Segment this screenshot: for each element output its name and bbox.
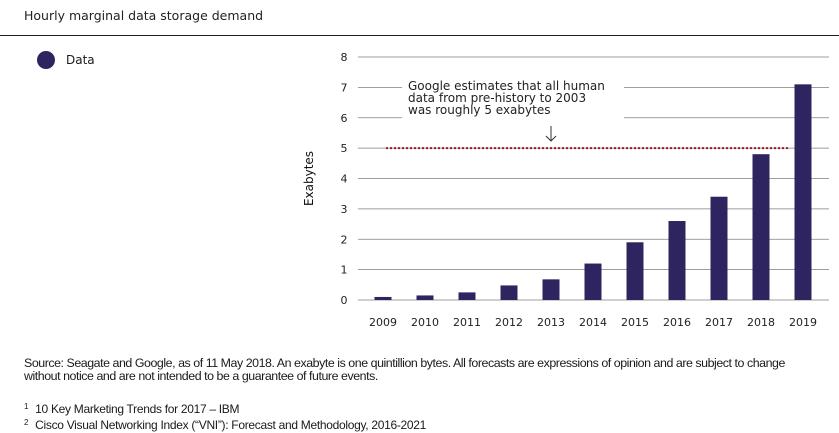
footnote-number: 2 bbox=[24, 418, 29, 427]
footnote-number: 1 bbox=[24, 402, 29, 411]
x-tick-label: 2014 bbox=[579, 316, 607, 329]
bar bbox=[374, 296, 392, 300]
source-note: Source: Seagate and Google, as of 11 May… bbox=[24, 357, 839, 383]
y-tick-label: 1 bbox=[341, 264, 348, 277]
y-tick-label: 6 bbox=[341, 112, 348, 125]
source-line-2: without notice and are not intended to b… bbox=[24, 369, 378, 383]
footnote-text: Cisco Visual Networking Index (“VNI”): F… bbox=[35, 418, 427, 432]
y-tick-label: 4 bbox=[341, 173, 348, 186]
source-line-1: Source: Seagate and Google, as of 11 May… bbox=[24, 356, 785, 370]
annotation-line: was roughly 5 exabytes bbox=[408, 103, 550, 117]
bar bbox=[710, 196, 728, 300]
footnote-text: 10 Key Marketing Trends for 2017 – IBM bbox=[35, 402, 240, 416]
footnote-2: 2 Cisco Visual Networking Index (“VNI”):… bbox=[24, 417, 426, 433]
x-tick-label: 2016 bbox=[663, 316, 691, 329]
bar bbox=[626, 242, 644, 300]
x-tick-label: 2015 bbox=[621, 316, 649, 329]
legend-label: Data bbox=[66, 53, 95, 67]
x-tick-label: 2010 bbox=[411, 316, 439, 329]
y-tick-label: 8 bbox=[341, 51, 348, 64]
bar bbox=[542, 279, 560, 300]
x-tick-label: 2009 bbox=[369, 316, 397, 329]
annotation-line: data from pre-history to 2003 bbox=[408, 91, 586, 105]
bar bbox=[416, 295, 434, 300]
bar bbox=[584, 263, 602, 300]
bar bbox=[668, 221, 686, 300]
y-tick-label: 3 bbox=[341, 203, 348, 216]
x-tick-label: 2012 bbox=[495, 316, 523, 329]
x-tick-label: 2013 bbox=[537, 316, 565, 329]
bar bbox=[794, 84, 812, 301]
header-divider bbox=[0, 35, 839, 36]
footnotes: 1 10 Key Marketing Trends for 2017 – IBM… bbox=[24, 401, 426, 433]
annotation-text: Google estimates that all human data from… bbox=[408, 79, 605, 117]
x-tick-label: 2019 bbox=[789, 316, 817, 329]
y-tick-label: 7 bbox=[341, 81, 348, 94]
chart-title: Hourly marginal data storage demand bbox=[24, 8, 264, 23]
y-tick-label: 0 bbox=[341, 294, 348, 307]
y-tick-label: 2 bbox=[341, 233, 348, 246]
annotation-arrow-head bbox=[545, 135, 557, 142]
y-axis-label: Exabytes bbox=[302, 151, 316, 206]
legend: Data bbox=[37, 51, 95, 69]
y-tick-label: 5 bbox=[341, 142, 348, 155]
x-tick-label: 2017 bbox=[705, 316, 733, 329]
annotation-line: Google estimates that all human bbox=[408, 79, 605, 93]
bar bbox=[500, 285, 518, 300]
legend-swatch bbox=[37, 51, 55, 69]
bar bbox=[752, 154, 770, 300]
x-tick-label: 2011 bbox=[453, 316, 481, 329]
bar bbox=[458, 292, 476, 300]
x-tick-label: 2018 bbox=[747, 316, 775, 329]
annotation-background bbox=[402, 77, 624, 122]
footnote-1: 1 10 Key Marketing Trends for 2017 – IBM bbox=[24, 401, 426, 417]
